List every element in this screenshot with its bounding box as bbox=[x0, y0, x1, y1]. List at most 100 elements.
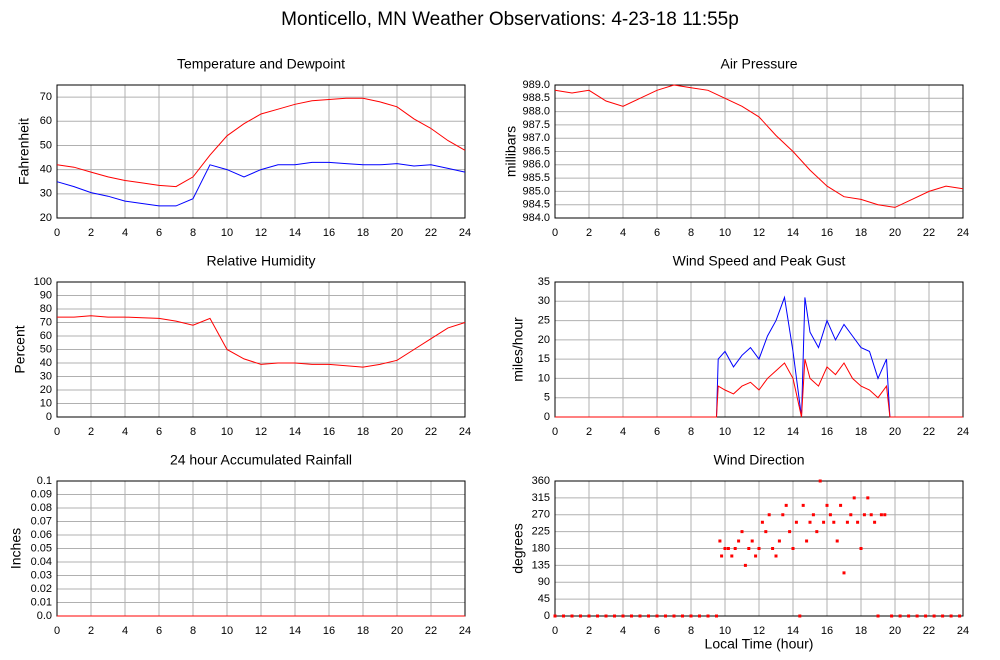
y-tick-label: 20 bbox=[538, 334, 550, 346]
y-tick-label: 986.0 bbox=[522, 159, 550, 171]
x-tick-label: 24 bbox=[957, 426, 969, 438]
data-point bbox=[743, 563, 747, 567]
y-axis-label: Inches bbox=[8, 528, 24, 569]
x-tick-label: 6 bbox=[654, 625, 660, 637]
x-tick-label: 0 bbox=[54, 625, 60, 637]
y-tick-label: 0 bbox=[544, 411, 550, 423]
x-tick-label: 12 bbox=[753, 227, 765, 239]
y-tick-label: 50 bbox=[40, 343, 52, 355]
y-tick-label: 270 bbox=[532, 509, 550, 521]
y-tick-label: 135 bbox=[532, 559, 550, 571]
x-tick-label: 10 bbox=[719, 625, 731, 637]
y-tick-label: 90 bbox=[538, 576, 550, 588]
x-tick-label: 10 bbox=[221, 426, 233, 438]
data-line bbox=[554, 84, 964, 208]
y-tick-label: 989.0 bbox=[522, 79, 550, 91]
y-tick-label: 0.05 bbox=[31, 542, 52, 554]
y-tick-label: 987.5 bbox=[522, 119, 550, 131]
data-point bbox=[774, 554, 778, 558]
plot-frame bbox=[554, 480, 964, 617]
y-tick-label: 985.0 bbox=[522, 185, 550, 197]
y-tick-label: 50 bbox=[40, 139, 52, 151]
data-point bbox=[630, 614, 633, 618]
x-tick-label: 20 bbox=[889, 227, 901, 239]
data-point bbox=[794, 520, 798, 524]
y-tick-label: 0.08 bbox=[31, 502, 52, 514]
y-tick-label: 20 bbox=[40, 384, 52, 396]
data-point bbox=[750, 539, 754, 543]
data-point bbox=[883, 513, 887, 517]
data-point bbox=[764, 530, 768, 534]
data-point bbox=[647, 614, 650, 618]
y-tick-label: 35 bbox=[538, 276, 550, 288]
x-tick-label: 12 bbox=[255, 625, 267, 637]
y-tick-label: 180 bbox=[532, 542, 550, 554]
data-point bbox=[869, 513, 873, 517]
chart-title: Air Pressure bbox=[720, 56, 797, 72]
data-point bbox=[737, 539, 741, 543]
chart-title: 24 hour Accumulated Rainfall bbox=[170, 452, 352, 468]
data-point bbox=[613, 614, 616, 618]
y-tick-label: 987.0 bbox=[522, 132, 550, 144]
data-point bbox=[781, 513, 785, 517]
x-tick-label: 16 bbox=[323, 227, 335, 239]
data-point bbox=[689, 614, 693, 618]
x-tick-label: 20 bbox=[391, 426, 403, 438]
x-tick-label: 24 bbox=[459, 227, 471, 239]
x-tick-label: 14 bbox=[289, 625, 301, 637]
y-tick-label: 984.5 bbox=[522, 199, 550, 211]
data-point bbox=[822, 520, 826, 524]
x-axis-label: Local Time (hour) bbox=[705, 636, 814, 652]
y-tick-label: 20 bbox=[40, 212, 52, 224]
y-tick-label: 225 bbox=[532, 526, 550, 538]
x-tick-label: 24 bbox=[957, 625, 969, 637]
x-tick-label: 8 bbox=[688, 227, 694, 239]
x-tick-label: 14 bbox=[787, 227, 799, 239]
data-point bbox=[664, 614, 667, 618]
data-point bbox=[924, 614, 928, 618]
plot-frame bbox=[56, 84, 466, 219]
x-tick-label: 16 bbox=[821, 426, 833, 438]
data-point bbox=[760, 520, 764, 524]
data-point bbox=[638, 614, 642, 618]
data-point bbox=[808, 520, 812, 524]
x-tick-label: 22 bbox=[923, 625, 935, 637]
y-tick-label: 100 bbox=[34, 276, 52, 288]
chart-title: Wind Speed and Peak Gust bbox=[673, 253, 846, 269]
x-tick-label: 16 bbox=[821, 227, 833, 239]
data-line bbox=[555, 358, 963, 418]
data-point bbox=[757, 547, 761, 550]
x-tick-label: 0 bbox=[54, 227, 60, 239]
data-point bbox=[805, 539, 809, 543]
data-point bbox=[784, 503, 788, 507]
data-point bbox=[839, 503, 843, 507]
data-line bbox=[57, 315, 466, 368]
data-line bbox=[56, 161, 466, 207]
x-tick-label: 24 bbox=[459, 426, 471, 438]
data-point bbox=[570, 614, 574, 618]
x-tick-label: 8 bbox=[190, 227, 196, 239]
y-tick-label: 70 bbox=[40, 316, 52, 328]
x-tick-label: 2 bbox=[586, 426, 592, 438]
y-tick-label: 0.02 bbox=[31, 583, 52, 595]
x-tick-label: 14 bbox=[289, 426, 301, 438]
data-point bbox=[890, 614, 894, 618]
x-tick-label: 18 bbox=[357, 227, 369, 239]
y-tick-label: 985.5 bbox=[522, 172, 550, 184]
data-point bbox=[740, 530, 744, 534]
data-point bbox=[879, 513, 883, 517]
y-tick-label: 0.0 bbox=[37, 610, 52, 622]
x-tick-label: 4 bbox=[620, 426, 626, 438]
data-point bbox=[730, 554, 734, 558]
x-tick-label: 16 bbox=[323, 426, 335, 438]
x-tick-label: 22 bbox=[425, 426, 437, 438]
x-tick-label: 4 bbox=[122, 625, 128, 637]
x-tick-label: 6 bbox=[654, 426, 660, 438]
data-point bbox=[771, 547, 775, 550]
data-point bbox=[842, 571, 846, 575]
chart-title: Temperature and Dewpoint bbox=[177, 56, 345, 72]
y-tick-label: 10 bbox=[40, 397, 52, 409]
x-tick-label: 6 bbox=[156, 625, 162, 637]
x-tick-label: 8 bbox=[190, 426, 196, 438]
